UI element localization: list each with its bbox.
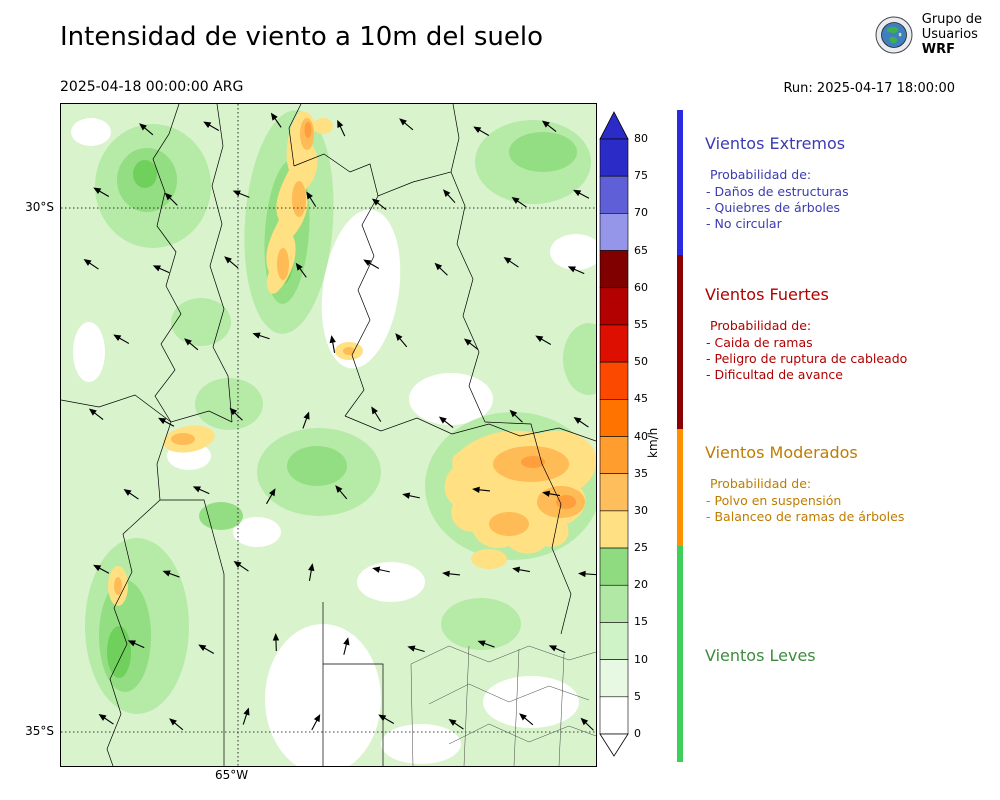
run-datetime: Run: 2025-04-17 18:00:00 xyxy=(783,81,955,96)
legend-title: Vientos Extremos xyxy=(705,134,846,153)
legend-item: - Dificultad de avance xyxy=(706,367,843,382)
colorbar-tick: 80 xyxy=(634,132,648,145)
legend-title: Vientos Leves xyxy=(705,646,816,665)
colorbar xyxy=(599,111,629,757)
colorbar-tick: 65 xyxy=(634,244,648,257)
colorbar-tick: 75 xyxy=(634,169,648,182)
wrf-logo: Grupo de Usuarios WRF xyxy=(874,12,982,57)
colorbar-segment xyxy=(599,175,629,214)
colorbar-tick: 40 xyxy=(634,430,648,443)
colorbar-segment xyxy=(599,547,629,586)
colorbar-segment xyxy=(599,622,629,660)
legend-item: - No circular xyxy=(706,216,782,231)
globe-icon xyxy=(875,16,913,53)
legend-title: Vientos Moderados xyxy=(705,443,858,462)
colorbar-segment xyxy=(599,510,629,549)
colorbar-segment xyxy=(599,436,629,474)
colorbar-bottom-arrow xyxy=(599,733,629,757)
legend-items: - Polvo en suspensión - Balanceo de rama… xyxy=(705,493,904,525)
colorbar-unit-label: km/h xyxy=(646,427,660,458)
colorbar-tick: 55 xyxy=(634,318,648,331)
colorbar-segment xyxy=(599,696,629,735)
legend-section-fuertes: Vientos Fuertes Probabilidad de: - Caida… xyxy=(705,287,907,383)
legend-item: - Quiebres de árboles xyxy=(706,200,841,215)
valid-datetime: 2025-04-18 00:00:00 ARG xyxy=(60,79,244,95)
colorbar-tick: 50 xyxy=(634,355,648,368)
colorbar-top-arrow xyxy=(599,111,629,140)
lat-tick-30s: 30°S xyxy=(25,200,54,214)
wind-map-canvas xyxy=(60,103,615,774)
colorbar-tick: 70 xyxy=(634,206,648,219)
lat-tick-35s: 35°S xyxy=(25,724,54,738)
colorbar-tick: 20 xyxy=(634,578,648,591)
legend-prob-label: Probabilidad de: xyxy=(710,476,812,491)
colorbar-segment xyxy=(599,213,629,251)
colorbar-tick: 30 xyxy=(634,504,648,517)
legend-section-extremos: Vientos Extremos Probabilidad de: - Daño… xyxy=(705,136,849,232)
legend-item: - Daños de estructuras xyxy=(706,184,849,199)
legend-section-leves: Vientos Leves xyxy=(705,648,816,679)
colorbar-segment xyxy=(599,324,629,363)
legend-item: - Balanceo de ramas de árboles xyxy=(706,509,905,524)
colorbar-segment xyxy=(599,250,629,289)
logo-text: Grupo de Usuarios WRF xyxy=(922,12,982,57)
colorbar-tick: 45 xyxy=(634,392,648,405)
colorbar-tick: 15 xyxy=(634,615,648,628)
logo-line-3: WRF xyxy=(921,42,955,57)
province-borders xyxy=(60,103,597,767)
legend-strip-extremos xyxy=(677,110,683,255)
legend-item: - Polvo en suspensión xyxy=(706,493,842,508)
logo-line-2: Usuarios xyxy=(921,27,978,42)
legend-prob-label: Probabilidad de: xyxy=(710,318,812,333)
legend-strip-fuertes xyxy=(677,255,683,429)
colorbar-segment xyxy=(599,473,629,512)
colorbar-tick: 0 xyxy=(634,727,641,740)
lon-tick-65w: 65°W xyxy=(215,768,249,782)
legend-strip xyxy=(677,110,683,762)
calm-wind-areas xyxy=(71,118,602,774)
legend-prob-label: Probabilidad de: xyxy=(710,167,812,182)
colorbar-tick: 10 xyxy=(634,653,648,666)
colorbar-tick: 5 xyxy=(634,690,641,703)
graticule-gridlines xyxy=(61,104,596,766)
county-borders xyxy=(410,645,597,767)
legend-title: Vientos Fuertes xyxy=(705,285,829,304)
colorbar-tick: 35 xyxy=(634,467,648,480)
moderate-wind-orange-areas xyxy=(108,111,597,606)
legend-strip-leves xyxy=(677,546,683,762)
legend-items: - Caida de ramas - Peligro de ruptura de… xyxy=(705,335,907,383)
page-title: Intensidad de viento a 10m del suelo xyxy=(60,22,544,52)
colorbar-segment xyxy=(599,138,629,177)
colorbar-segment xyxy=(599,361,629,400)
colorbar-tick: 60 xyxy=(634,281,648,294)
logo-line-1: Grupo de xyxy=(921,12,982,27)
colorbar-segment xyxy=(599,399,629,437)
colorbar-segment xyxy=(599,287,629,326)
legend-items: - Daños de estructuras - Quiebres de árb… xyxy=(705,184,849,232)
legend-item: - Peligro de ruptura de cableado xyxy=(706,351,908,366)
legend-section-moderados: Vientos Moderados Probabilidad de: - Pol… xyxy=(705,445,904,525)
colorbar-segment xyxy=(599,659,629,698)
colorbar-segment xyxy=(599,584,629,623)
legend-strip-moderados xyxy=(677,429,683,546)
legend-item: - Caida de ramas xyxy=(706,335,813,350)
colorbar-tick: 25 xyxy=(634,541,648,554)
wind-map xyxy=(60,103,615,774)
